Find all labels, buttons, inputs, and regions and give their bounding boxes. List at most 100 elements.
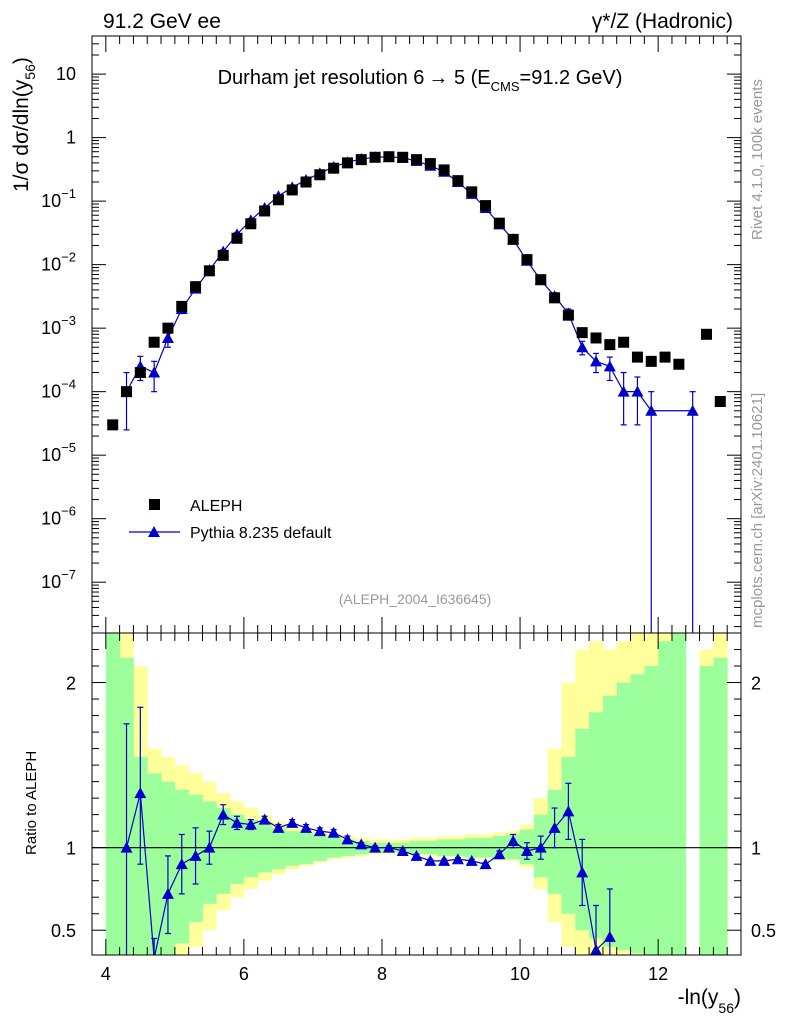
- data-point: [203, 265, 215, 277]
- ratio-mc-point: [327, 826, 340, 838]
- y-tick-label: 10−5: [41, 440, 76, 465]
- data-point: [590, 332, 602, 344]
- ratio-band-inner: [257, 824, 272, 873]
- data-point: [493, 217, 505, 229]
- x-axis-label: -ln(y56): [678, 986, 741, 1016]
- data-point: [328, 162, 340, 174]
- ratio-mc-point: [479, 858, 492, 870]
- ratio-mc-point: [520, 844, 533, 856]
- ratio-y-tick-label-right: 1: [751, 839, 761, 859]
- ratio-mc-point: [451, 853, 464, 865]
- ratio-mc-point: [576, 866, 589, 878]
- data-point: [659, 351, 671, 363]
- data-point: [314, 169, 326, 181]
- ratio-mc-point: [244, 818, 257, 830]
- ratio-band-inner: [575, 728, 590, 931]
- data-point: [369, 151, 381, 163]
- ratio-band-inner: [243, 819, 259, 878]
- data-point: [231, 232, 243, 244]
- data-point: [272, 194, 284, 206]
- data-point: [383, 151, 395, 163]
- x-tick-label: 4: [101, 964, 111, 984]
- data-point: [190, 281, 202, 293]
- ratio-band-inner: [602, 695, 618, 947]
- data-point: [700, 328, 712, 340]
- ratio-band-inner: [589, 712, 604, 939]
- ratio-y-tick-label-left: 0.5: [51, 921, 76, 941]
- data-point: [549, 292, 561, 304]
- data-point: [452, 175, 464, 187]
- legend-label-pythia: Pythia 8.235 default: [190, 525, 332, 542]
- data-point: [604, 339, 616, 351]
- data-point: [480, 200, 492, 212]
- ratio-mc-point: [313, 825, 326, 837]
- main-frame: [91, 35, 742, 634]
- data-point: [134, 367, 146, 379]
- mc-point: [148, 366, 161, 378]
- main-panel: [91, 35, 742, 634]
- data-point: [397, 151, 409, 163]
- y-tick-label: 10−1: [41, 186, 76, 211]
- data-point: [300, 176, 312, 188]
- analysis-label: (ALEPH_2004_I636645): [339, 591, 492, 607]
- mc-point: [603, 360, 616, 372]
- y-tick-label: 10−7: [41, 567, 76, 592]
- ratio-band-inner: [230, 814, 245, 884]
- y-tick-label: 10: [56, 64, 76, 84]
- data-point: [507, 233, 519, 245]
- legend-marker-aleph: [149, 499, 160, 510]
- data-point: [535, 274, 547, 286]
- ratio-band-inner: [105, 633, 121, 955]
- plot-title: Durham jet resolution 6 → 5 (ECMS=91.2 Ge…: [218, 67, 623, 94]
- ratio-mc-point: [258, 813, 271, 825]
- ratio-band-inner: [658, 641, 673, 955]
- mcplots-label: mcplots.cern.ch [arXiv:2401.10621]: [749, 393, 766, 628]
- data-point: [286, 184, 298, 196]
- data-point: [176, 300, 188, 312]
- ratio-mc-point: [341, 833, 354, 845]
- ratio-mc-point: [603, 930, 616, 942]
- x-tick-label: 8: [377, 964, 387, 984]
- ratio-mc-point: [230, 816, 243, 828]
- ratio-mc-point: [272, 821, 285, 833]
- data-point: [355, 154, 367, 166]
- data-point: [259, 205, 271, 217]
- ratio-frame: [91, 632, 742, 956]
- data-point: [424, 158, 436, 170]
- mc-point: [590, 355, 603, 367]
- data-point: [162, 322, 174, 334]
- mc-point: [631, 385, 644, 397]
- y-axis-label: 1/σ dσ/dln(y56): [10, 57, 38, 192]
- ratio-mc-point: [438, 854, 451, 866]
- mc-point: [576, 341, 589, 353]
- y-tick-label: 10−2: [41, 250, 76, 275]
- ratio-y-tick-label-left: 1: [66, 839, 76, 859]
- ratio-mc-point: [134, 787, 147, 799]
- ratio-mc-point: [355, 838, 368, 850]
- x-tick-label: 12: [648, 964, 668, 984]
- ratio-mc-point: [217, 808, 230, 820]
- ratio-band-inner: [671, 633, 687, 955]
- ratio-mc-point: [203, 841, 216, 853]
- data-point: [148, 336, 160, 348]
- data-point: [217, 249, 229, 261]
- data-point: [107, 419, 119, 431]
- ratio-mc-point: [410, 849, 423, 861]
- data-point: [645, 355, 657, 367]
- data-point: [673, 358, 685, 370]
- ratio-mc-point: [396, 844, 409, 856]
- ratio-mc-point: [152, 952, 156, 955]
- y-tick-label: 10−4: [41, 377, 76, 402]
- data-point: [631, 351, 643, 363]
- ratio-band-inner: [285, 831, 300, 866]
- ratio-mc-point: [590, 944, 602, 955]
- ratio-y-tick-label-left: 2: [66, 674, 76, 694]
- ratio-mc-point: [548, 821, 561, 833]
- x-tick-label: 10: [510, 964, 530, 984]
- ratio-band-inner: [216, 808, 231, 894]
- y-tick-label: 10−3: [41, 313, 76, 338]
- ratio-y-tick-label-right: 0.5: [751, 921, 776, 941]
- data-point: [341, 157, 353, 169]
- x-tick-label: 6: [239, 964, 249, 984]
